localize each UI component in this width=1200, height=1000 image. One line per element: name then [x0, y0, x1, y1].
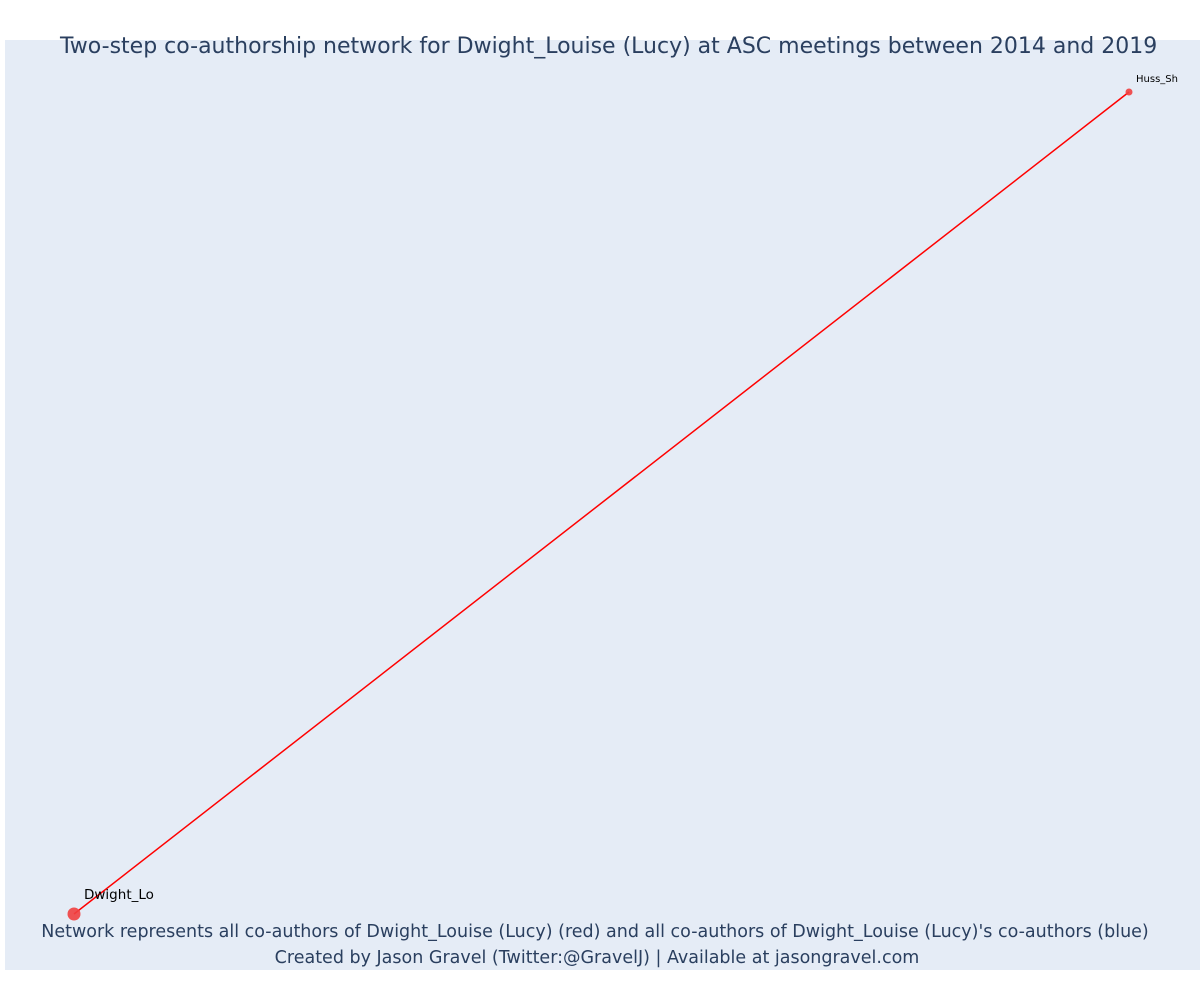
node-huss[interactable]	[1125, 88, 1133, 96]
node-label-huss: Huss_Sh	[1136, 74, 1178, 85]
edges-layer	[73, 91, 1130, 915]
chart-title: Two-step co-authorship network for Dwigh…	[59, 34, 1157, 59]
caption-line-1: Network represents all co-authors of Dwi…	[41, 922, 1149, 942]
node-label-dwight: Dwight_Lo	[84, 887, 154, 903]
edge-dwight-huss	[73, 91, 1130, 915]
nodes-layer: Dwight_Lo Huss_Sh	[67, 74, 1178, 921]
caption-line-2: Created by Jason Gravel (Twitter:@Gravel…	[275, 948, 920, 968]
plot-area	[5, 40, 1200, 970]
node-dwight[interactable]	[67, 907, 81, 921]
